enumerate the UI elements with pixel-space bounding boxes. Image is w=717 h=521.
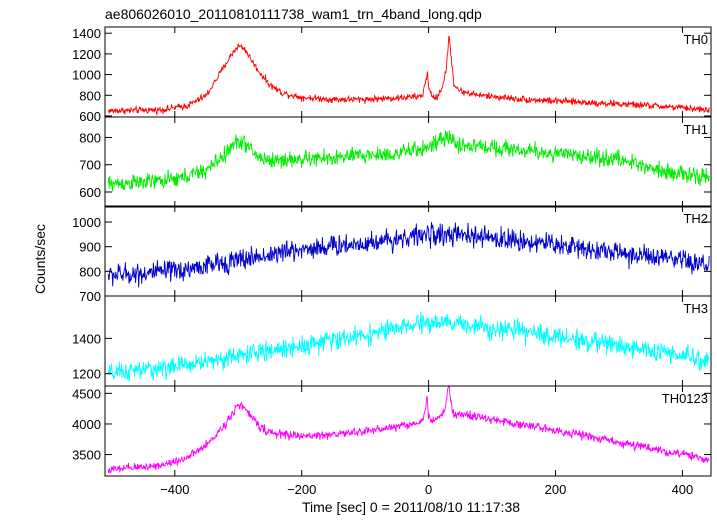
y-tick-label: 600 — [79, 185, 101, 200]
y-tick-label: 3500 — [72, 448, 101, 463]
y-tick-label: 1200 — [72, 367, 101, 382]
series-line-th0 — [107, 35, 710, 117]
panel-th3: 1200 1400 TH3 — [72, 295, 712, 387]
y-tick-label: 4500 — [72, 386, 101, 401]
x-axis-label: Time [sec] 0 = 2011/08/10 11:17:38 — [302, 499, 520, 515]
y-tick-label: 700 — [79, 158, 101, 173]
x-tick-label: 200 — [545, 482, 567, 497]
panel-label: TH1 — [683, 122, 708, 137]
y-tick-label: 4000 — [72, 417, 101, 432]
panel-frame — [104, 385, 712, 477]
panel-frame — [104, 26, 712, 118]
series-line-th0123 — [107, 385, 710, 474]
x-tick-label: 0 — [425, 482, 432, 497]
y-tick-label: 1000 — [72, 215, 101, 230]
panel-label: TH2 — [683, 211, 708, 226]
panel-th0123: 3500 4000 4500 TH0123 — [72, 385, 712, 477]
y-axis-label: Counts/sec — [32, 224, 48, 294]
panel-label: TH3 — [683, 301, 708, 316]
panel-frame — [104, 116, 712, 208]
chart-title: ae806026010_20110810111738_wam1_trn_4ban… — [105, 6, 482, 22]
series-line-th2 — [107, 222, 710, 288]
y-tick-label: 900 — [79, 240, 101, 255]
panel-label: TH0 — [683, 32, 708, 47]
panel-th1: 600 700 800 TH1 — [79, 116, 712, 208]
panels-group: 600 800 1000 1200 1400 TH0 600 700 800 TH1 700 800 9… — [72, 26, 712, 497]
panel-th2: 700 800 900 1000 TH2 — [72, 205, 712, 304]
y-tick-label: 1000 — [72, 68, 101, 83]
y-tick-label: 600 — [79, 109, 101, 124]
x-tick-label: −400 — [160, 482, 189, 497]
y-tick-label: 1400 — [72, 26, 101, 41]
y-tick-label: 1400 — [72, 331, 101, 346]
y-tick-label: 700 — [79, 289, 101, 304]
y-tick-label: 800 — [79, 88, 101, 103]
y-tick-label: 800 — [79, 130, 101, 145]
panel-th0: 600 800 1000 1200 1400 TH0 — [72, 26, 712, 124]
y-tick-label: 800 — [79, 264, 101, 279]
series-line-th3 — [107, 311, 710, 382]
x-tick-label: 400 — [672, 482, 694, 497]
panel-label: TH0123 — [662, 391, 708, 406]
x-tick-label: −200 — [287, 482, 316, 497]
y-tick-label: 1200 — [72, 47, 101, 62]
series-line-th1 — [107, 129, 710, 193]
